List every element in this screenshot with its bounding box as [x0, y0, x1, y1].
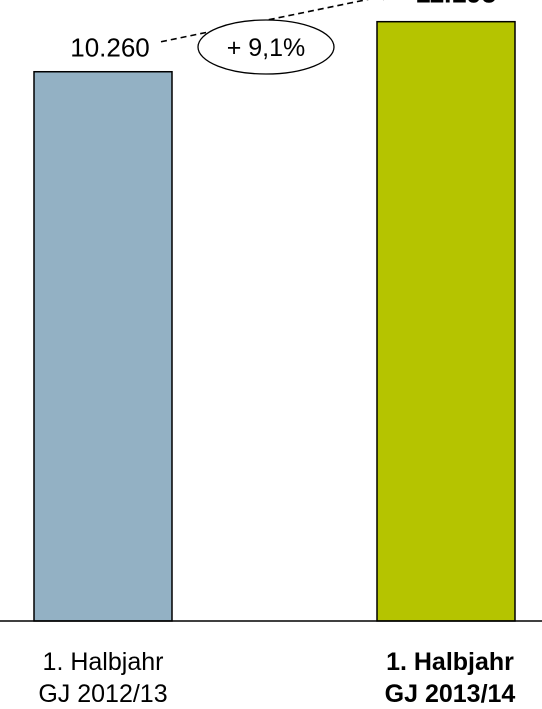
growth-arrow [160, 0, 392, 43]
bar-2 [376, 20, 516, 622]
category-label-1-line-2: GJ 2012/13 [38, 680, 167, 708]
category-label-1-line-1: 1. Halbjahr [43, 648, 164, 676]
category-label-2-line-1: 1. Halbjahr [386, 648, 514, 676]
growth-annotation: + 9,1% [227, 34, 306, 62]
category-label-2-line-2: GJ 2013/14 [385, 680, 516, 708]
data-label-1: 10.260 [70, 33, 150, 63]
growth-bubble [197, 19, 335, 75]
bar-1 [33, 70, 173, 622]
bars-layer [33, 20, 516, 622]
data-label-2: 11.195 [415, 0, 496, 9]
